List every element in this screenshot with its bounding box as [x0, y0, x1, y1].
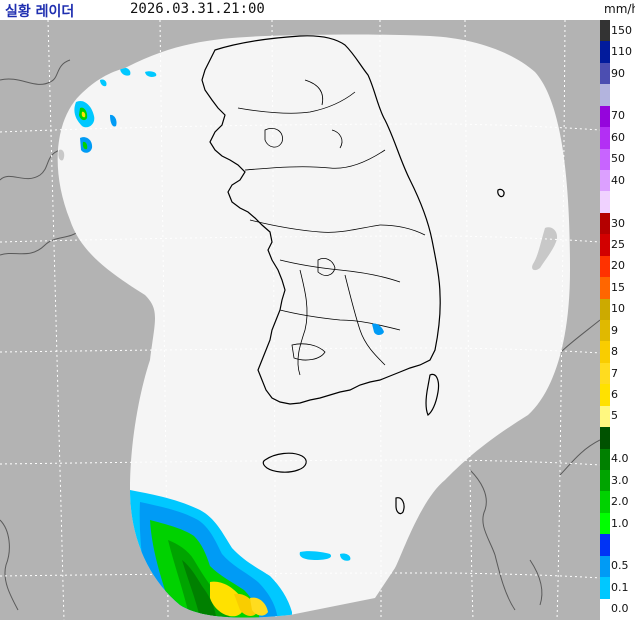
legend-label: 0.5 [611, 559, 629, 573]
legend-swatch [600, 598, 610, 621]
legend-label: 5 [611, 409, 618, 423]
legend-swatch [600, 384, 610, 407]
page-title: 실황 레이더 [5, 4, 75, 20]
legend-label: 6 [611, 388, 618, 401]
radar-clutter [58, 149, 558, 271]
legend-label: 1.0 [611, 516, 629, 530]
legend-swatch [600, 555, 610, 578]
legend-label: 90 [611, 66, 625, 80]
observation-timestamp: 2026.03.31.21:00 [130, 1, 265, 17]
legend-label: 60 [611, 130, 625, 144]
radar-map [0, 20, 600, 620]
legend-label: 110 [611, 45, 632, 59]
legend-swatch [600, 212, 610, 235]
legend-swatch [600, 148, 610, 171]
legend-swatch [600, 577, 610, 600]
legend-swatch [600, 405, 610, 428]
legend-swatch [600, 341, 610, 364]
legend-swatch [600, 362, 610, 385]
legend-label: 20 [611, 259, 625, 273]
legend-label: 3.0 [611, 473, 629, 487]
legend-swatch [600, 20, 610, 42]
precipitation-echoes [74, 67, 384, 618]
legend-swatch [600, 170, 610, 192]
legend-swatch [600, 84, 610, 107]
legend-label: 9 [611, 323, 618, 337]
legend-swatch [600, 277, 610, 300]
legend-label: 0.1 [611, 580, 629, 594]
legend-swatch [600, 320, 610, 342]
legend-swatch [600, 127, 610, 150]
legend-label: 10 [611, 302, 625, 316]
legend-swatch [600, 427, 610, 450]
legend-label: 40 [611, 173, 625, 187]
legend-label: 8 [611, 345, 618, 359]
legend-swatch [600, 512, 610, 535]
legend-label: 15 [611, 280, 625, 294]
legend-swatch [600, 62, 610, 85]
header-bar: 실황 레이더 2026.03.31.21:00 mm/h [0, 0, 635, 20]
rain-rate-legend: 150 110 90 70 60 50 40 30 25 20 15 10 9 8 7 6 5 4.0 3.0 2.0… [600, 20, 635, 621]
legend-label: 0.0 [611, 602, 629, 616]
legend-label: 50 [611, 152, 625, 166]
legend-label: 7 [611, 366, 618, 380]
province-boundaries [237, 79, 426, 376]
korea-coastline [201, 35, 505, 515]
legend-swatch [600, 105, 610, 128]
legend-label: 70 [611, 109, 625, 123]
legend-swatch [600, 234, 610, 257]
legend-label: 2.0 [611, 495, 629, 509]
legend-label: 25 [611, 238, 625, 251]
radar-coverage [57, 34, 570, 618]
legend-swatch [600, 191, 610, 214]
legend-label: 150 [611, 23, 632, 37]
legend-swatch [600, 298, 610, 321]
outer-coastlines [0, 59, 600, 611]
legend-swatch [600, 255, 610, 278]
legend-swatch [600, 41, 610, 64]
legend-label: 4.0 [611, 452, 629, 466]
legend-label: 30 [611, 216, 625, 230]
legend-swatch [600, 491, 610, 514]
legend-swatch [600, 534, 610, 557]
legend-swatch [600, 470, 610, 492]
legend-unit: mm/h [604, 2, 635, 16]
legend-swatch [600, 448, 610, 471]
